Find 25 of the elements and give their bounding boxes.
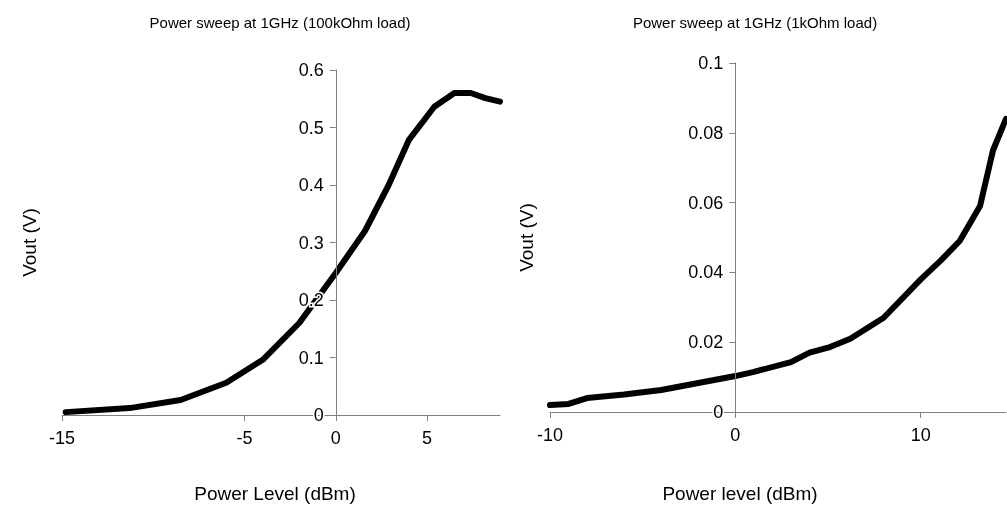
x-tick-label: -15 — [48, 428, 76, 448]
y-tick-label: 0.06 — [688, 192, 724, 213]
y-tick-label: 0.1 — [698, 53, 724, 73]
y-tick-label: 0.1 — [298, 347, 324, 368]
x-axis-title: Power level (dBm) — [662, 483, 818, 504]
x-tick-label: 0 — [330, 428, 341, 448]
x-tick-label: -10 — [536, 425, 564, 445]
y-tick-label: 0.04 — [688, 262, 724, 283]
x-tick-label: -5 — [236, 428, 253, 448]
x-tick-label: 0 — [730, 425, 741, 445]
y-tick-label: 0.3 — [298, 232, 324, 253]
x-tick-label: 10 — [910, 425, 931, 445]
x-tick-label: 5 — [421, 428, 433, 448]
chart-title: Power sweep at 1GHz (1kOhm load) — [632, 14, 878, 31]
y-tick-label: 0.4 — [298, 175, 324, 195]
y-tick-label: 0.5 — [298, 117, 324, 138]
y-tick-label: 0 — [713, 402, 724, 422]
y-tick-label: 0.08 — [688, 122, 724, 143]
y-tick-label: 0.6 — [298, 60, 324, 80]
y-axis-title: Vout (V) — [516, 203, 537, 272]
x-axis-title: Power Level (dBm) — [194, 483, 356, 504]
y-axis-title: Vout (V) — [19, 208, 40, 277]
y-tick-label: 0.02 — [688, 332, 724, 353]
chart-title: Power sweep at 1GHz (100kOhm load) — [149, 14, 411, 31]
y-tick-label: 0 — [313, 405, 324, 425]
